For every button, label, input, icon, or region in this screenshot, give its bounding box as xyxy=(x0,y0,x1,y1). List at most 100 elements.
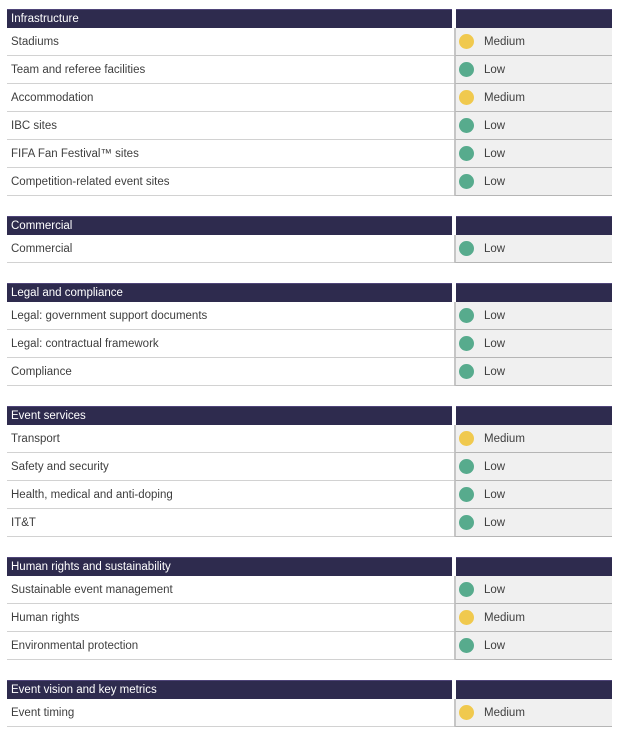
status-column-header xyxy=(456,406,612,425)
section-event-vision-and-key-metrics: Event vision and key metrics Event timin… xyxy=(7,680,612,727)
table-row: Transport Medium xyxy=(7,425,612,453)
row-label: FIFA Fan Festival™ sites xyxy=(7,140,454,168)
section-rows: Legal: government support documents Low … xyxy=(7,302,612,386)
section-header: Event services xyxy=(7,406,612,425)
status-cell: Low xyxy=(454,481,612,509)
row-label: Transport xyxy=(7,425,454,453)
status-label: Low xyxy=(484,175,506,188)
row-label: Environmental protection xyxy=(7,632,454,660)
section-title: Human rights and sustainability xyxy=(7,557,452,576)
status-column-header xyxy=(456,216,612,235)
status-cell: Low xyxy=(454,112,612,140)
table-row: Safety and security Low xyxy=(7,453,612,481)
status-cell: Medium xyxy=(454,84,612,112)
table-row: Team and referee facilities Low xyxy=(7,56,612,84)
status-dot-icon-medium xyxy=(459,34,474,49)
section-human-rights-and-sustainability: Human rights and sustainability Sustaina… xyxy=(7,557,612,660)
status-cell: Low xyxy=(454,302,612,330)
row-label: IT&T xyxy=(7,509,454,537)
status-dot-icon-low xyxy=(459,459,474,474)
section-title: Event services xyxy=(7,406,452,425)
status-cell: Medium xyxy=(454,28,612,56)
column-gap xyxy=(452,283,456,302)
table-row: Human rights Medium xyxy=(7,604,612,632)
section-rows: Transport Medium Safety and security Low… xyxy=(7,425,612,537)
section-title: Infrastructure xyxy=(7,9,452,28)
column-gap xyxy=(452,406,456,425)
section-title: Commercial xyxy=(7,216,452,235)
status-cell: Low xyxy=(454,56,612,84)
section-header: Legal and compliance xyxy=(7,283,612,302)
status-label: Low xyxy=(484,63,506,76)
status-dot-icon-low xyxy=(459,364,474,379)
status-dot-icon-low xyxy=(459,308,474,323)
status-dot-icon-low xyxy=(459,118,474,133)
status-dot-icon-low xyxy=(459,487,474,502)
status-cell: Medium xyxy=(454,699,612,727)
status-label: Low xyxy=(484,147,506,160)
table-row: FIFA Fan Festival™ sites Low xyxy=(7,140,612,168)
status-label: Low xyxy=(484,337,506,350)
table-row: Event timing Medium xyxy=(7,699,612,727)
row-label: Accommodation xyxy=(7,84,454,112)
table-row: Legal: contractual framework Low xyxy=(7,330,612,358)
row-label: Legal: contractual framework xyxy=(7,330,454,358)
table-row: IT&T Low xyxy=(7,509,612,537)
section-commercial: Commercial Commercial Low xyxy=(7,216,612,263)
row-label: Sustainable event management xyxy=(7,576,454,604)
row-label: Safety and security xyxy=(7,453,454,481)
status-column-header xyxy=(456,557,612,576)
row-label: IBC sites xyxy=(7,112,454,140)
row-label: Compliance xyxy=(7,358,454,386)
row-label: Event timing xyxy=(7,699,454,727)
status-label: Medium xyxy=(484,706,525,719)
row-label: Legal: government support documents xyxy=(7,302,454,330)
status-label: Medium xyxy=(484,91,525,104)
section-rows: Event timing Medium xyxy=(7,699,612,727)
table-row: Stadiums Medium xyxy=(7,28,612,56)
status-cell: Medium xyxy=(454,425,612,453)
row-label: Stadiums xyxy=(7,28,454,56)
status-label: Low xyxy=(484,583,506,596)
table-row: Accommodation Medium xyxy=(7,84,612,112)
row-label: Team and referee facilities xyxy=(7,56,454,84)
status-label: Low xyxy=(484,488,506,501)
table-row: Sustainable event management Low xyxy=(7,576,612,604)
status-label: Medium xyxy=(484,35,525,48)
status-cell: Low xyxy=(454,453,612,481)
status-cell: Low xyxy=(454,235,612,263)
status-dot-icon-low xyxy=(459,582,474,597)
table-row: IBC sites Low xyxy=(7,112,612,140)
column-gap xyxy=(452,680,456,699)
status-dot-icon-medium xyxy=(459,431,474,446)
status-cell: Low xyxy=(454,168,612,196)
status-label: Low xyxy=(484,309,506,322)
status-cell: Low xyxy=(454,576,612,604)
table-row: Legal: government support documents Low xyxy=(7,302,612,330)
status-label: Low xyxy=(484,119,506,132)
row-label: Commercial xyxy=(7,235,454,263)
table-row: Competition-related event sites Low xyxy=(7,168,612,196)
section-title: Event vision and key metrics xyxy=(7,680,452,699)
status-cell: Low xyxy=(454,358,612,386)
status-dot-icon-medium xyxy=(459,705,474,720)
status-column-header xyxy=(456,9,612,28)
section-header: Commercial xyxy=(7,216,612,235)
row-label: Human rights xyxy=(7,604,454,632)
status-dot-icon-low xyxy=(459,638,474,653)
row-label: Health, medical and anti-doping xyxy=(7,481,454,509)
section-event-services: Event services Transport Medium Safety a… xyxy=(7,406,612,537)
table-row: Compliance Low xyxy=(7,358,612,386)
status-column-header xyxy=(456,680,612,699)
section-title: Legal and compliance xyxy=(7,283,452,302)
section-rows: Commercial Low xyxy=(7,235,612,263)
status-cell: Medium xyxy=(454,604,612,632)
status-label: Low xyxy=(484,242,506,255)
status-dot-icon-medium xyxy=(459,610,474,625)
status-dot-icon-low xyxy=(459,241,474,256)
section-header: Human rights and sustainability xyxy=(7,557,612,576)
column-gap xyxy=(452,557,456,576)
section-header: Event vision and key metrics xyxy=(7,680,612,699)
table-row: Commercial Low xyxy=(7,235,612,263)
column-gap xyxy=(452,216,456,235)
